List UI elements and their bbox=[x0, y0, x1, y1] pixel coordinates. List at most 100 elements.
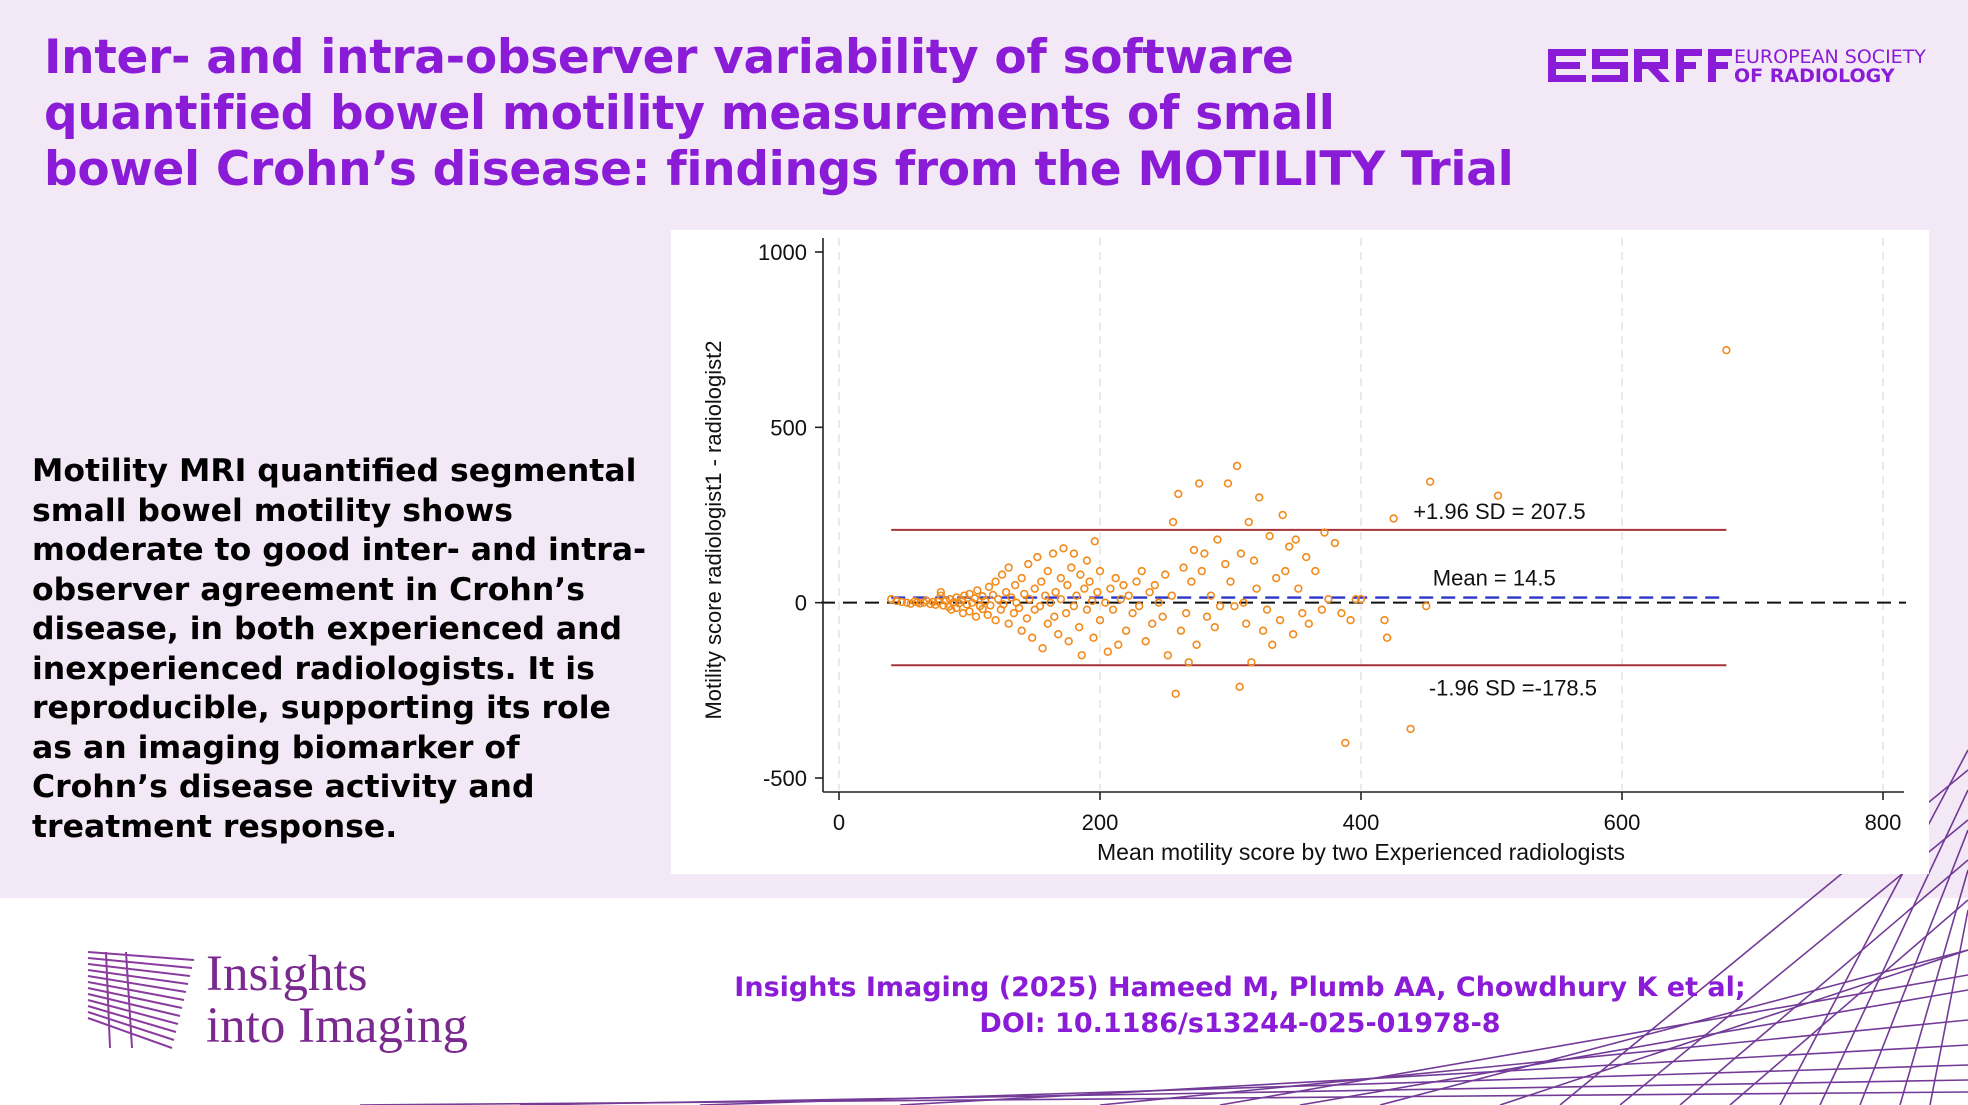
data-point bbox=[986, 601, 995, 610]
society-name: EUROPEAN SOCIETY OF RADIOLOGY bbox=[1734, 48, 1926, 86]
chart-grid bbox=[838, 238, 1884, 790]
data-point bbox=[1493, 491, 1503, 500]
data-point bbox=[1215, 601, 1225, 611]
data-point bbox=[1037, 577, 1046, 586]
data-point bbox=[1278, 510, 1287, 520]
data-point bbox=[1241, 619, 1251, 628]
journal-logo: Insights into Imaging bbox=[86, 948, 526, 1058]
data-point bbox=[971, 612, 981, 621]
summary-line: Motility MRI quantified segmental bbox=[32, 453, 637, 489]
data-point bbox=[1076, 570, 1085, 579]
data-point bbox=[1337, 608, 1346, 618]
data-point bbox=[936, 591, 945, 600]
data-point bbox=[1072, 591, 1081, 600]
lower-limit-label: -1.96 SD =-178.5 bbox=[1429, 675, 1597, 700]
data-point bbox=[1258, 626, 1268, 635]
y-tick-label: 500 bbox=[770, 415, 807, 440]
chart-svg: -500 0 500 1000 0 200 400 600 800 Mean motility s… bbox=[701, 238, 1906, 865]
data-point bbox=[1061, 608, 1071, 618]
data-point bbox=[1080, 584, 1089, 593]
data-point bbox=[1082, 605, 1092, 614]
data-point bbox=[1239, 598, 1248, 607]
summary-line: small bowel motility shows bbox=[32, 492, 513, 529]
data-point bbox=[1200, 549, 1209, 558]
journal-logo-mark bbox=[87, 951, 195, 1049]
x-tick-label: 600 bbox=[1604, 810, 1641, 835]
data-point bbox=[1093, 587, 1102, 597]
journal-name-line1: Insights bbox=[206, 946, 368, 1002]
data-point bbox=[887, 594, 896, 604]
bland-altman-chart: -500 0 500 1000 0 200 400 600 800 Mean motility s… bbox=[671, 230, 1929, 874]
data-point bbox=[1056, 573, 1066, 583]
data-point bbox=[980, 596, 990, 606]
data-point bbox=[1004, 619, 1013, 628]
data-point bbox=[1134, 601, 1144, 611]
x-tick-label: 800 bbox=[1865, 810, 1902, 835]
data-point bbox=[1059, 544, 1068, 553]
data-point bbox=[1048, 549, 1058, 558]
data-point bbox=[1346, 616, 1355, 625]
data-point bbox=[1017, 626, 1026, 635]
data-point bbox=[1380, 616, 1389, 625]
data-point bbox=[1174, 489, 1183, 499]
data-point bbox=[1150, 580, 1160, 590]
data-point bbox=[984, 582, 994, 592]
data-point bbox=[1281, 566, 1290, 576]
data-point bbox=[1145, 587, 1154, 597]
data-point bbox=[1244, 517, 1253, 527]
data-point bbox=[1040, 591, 1050, 600]
data-point bbox=[1213, 535, 1222, 544]
title-line: bowel Crohn’s disease: findings from the… bbox=[44, 142, 1514, 197]
data-point bbox=[962, 600, 972, 609]
data-point bbox=[1171, 689, 1180, 699]
summary-line: observer agreement in Crohn’s bbox=[32, 571, 585, 608]
journal-name-line2: into Imaging bbox=[206, 998, 469, 1054]
data-point bbox=[1194, 479, 1204, 488]
data-point bbox=[1090, 537, 1099, 546]
data-point bbox=[1067, 563, 1076, 572]
data-point bbox=[1230, 601, 1239, 611]
data-point bbox=[1268, 640, 1277, 649]
data-point bbox=[1111, 573, 1120, 583]
society-name-line1: EUROPEAN SOCIETY bbox=[1734, 46, 1926, 68]
data-point bbox=[1330, 538, 1340, 548]
data-point bbox=[1221, 559, 1230, 569]
data-point bbox=[1422, 601, 1431, 611]
data-point bbox=[1356, 594, 1366, 604]
data-point bbox=[1007, 593, 1016, 602]
citation-line1: Insights Imaging (2025) Hameed M, Plumb … bbox=[734, 972, 1746, 1003]
data-point bbox=[1132, 577, 1141, 586]
data-point bbox=[1223, 479, 1233, 488]
data-point bbox=[1051, 587, 1060, 597]
data-point bbox=[1176, 626, 1186, 635]
data-point bbox=[1425, 477, 1435, 486]
data-point bbox=[902, 598, 912, 607]
data-point bbox=[1324, 594, 1333, 604]
data-point bbox=[1187, 577, 1196, 586]
data-point bbox=[1114, 640, 1123, 649]
data-point bbox=[965, 589, 974, 599]
data-point bbox=[1124, 591, 1133, 600]
data-point bbox=[1027, 633, 1037, 642]
data-point bbox=[1056, 594, 1066, 604]
x-tick-label: 200 bbox=[1082, 810, 1119, 835]
data-point bbox=[1247, 658, 1256, 667]
data-point bbox=[1294, 584, 1303, 593]
data-point bbox=[1050, 612, 1059, 621]
data-point bbox=[1128, 608, 1137, 618]
data-point bbox=[1035, 601, 1045, 611]
data-point bbox=[1043, 566, 1052, 576]
key-finding-summary: Motility MRI quantified segmental small … bbox=[32, 452, 652, 847]
chart-labels: -500 0 500 1000 0 200 400 600 800 Mean motility s… bbox=[701, 240, 1901, 865]
data-point bbox=[936, 587, 945, 597]
data-point bbox=[1722, 345, 1731, 355]
data-point bbox=[1168, 517, 1178, 527]
data-point bbox=[897, 597, 906, 607]
data-point bbox=[1106, 584, 1115, 593]
data-point bbox=[1108, 605, 1118, 614]
y-tick-label: 1000 bbox=[758, 240, 807, 265]
summary-line: Crohn’s disease activity and bbox=[32, 769, 535, 805]
data-point bbox=[1116, 594, 1126, 604]
data-point bbox=[1249, 556, 1259, 565]
data-point bbox=[1010, 580, 1020, 590]
